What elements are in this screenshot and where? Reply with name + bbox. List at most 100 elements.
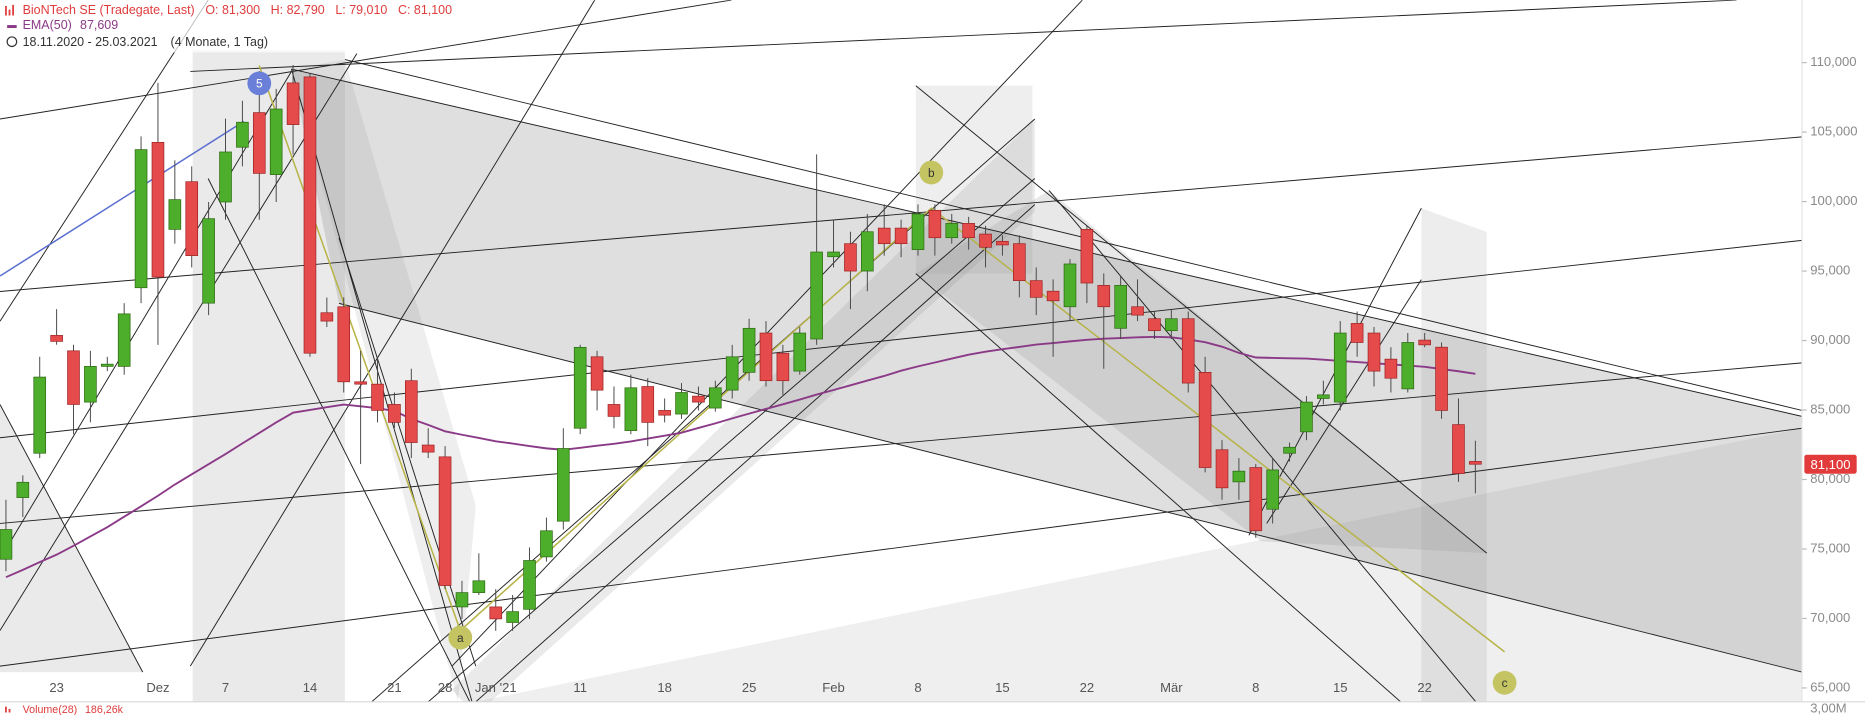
candle-body xyxy=(472,580,486,593)
trend-line xyxy=(189,0,596,667)
candle-body xyxy=(1215,449,1229,489)
ohlc-label: H: 82,790 xyxy=(271,3,325,17)
candle-body xyxy=(1384,358,1398,379)
shaded-channel xyxy=(291,59,476,702)
candle-body xyxy=(776,352,790,382)
trend-line xyxy=(344,59,1802,411)
y-tick-label: 80,000 xyxy=(1810,471,1850,486)
trend-line xyxy=(0,53,358,631)
candle-body xyxy=(742,327,756,373)
chart-icon xyxy=(5,4,14,16)
candle-body xyxy=(151,142,165,278)
candle-body xyxy=(1029,280,1043,298)
shaded-channel xyxy=(915,190,1487,554)
candle-body xyxy=(1131,306,1144,316)
trend-line xyxy=(915,273,1402,702)
x-tick-label: 28 xyxy=(438,680,453,695)
trend-lines xyxy=(0,0,1802,702)
x-tick-label: 7 xyxy=(222,680,229,695)
candle-body xyxy=(1367,332,1381,372)
candle-body xyxy=(928,209,942,239)
candle-body xyxy=(793,332,807,372)
x-tick-label: 18 xyxy=(657,680,672,695)
y-tick-label: 75,000 xyxy=(1810,540,1850,555)
x-tick-label: 21 xyxy=(387,680,402,695)
candle-body xyxy=(658,410,671,416)
y-tick-label: 85,000 xyxy=(1810,401,1850,416)
x-tick-label: Feb xyxy=(822,680,845,695)
clock-icon xyxy=(6,36,18,48)
candle-body xyxy=(236,121,249,148)
candle-body xyxy=(438,456,452,586)
candle-body xyxy=(252,112,266,174)
x-tick-label: 11 xyxy=(573,680,587,695)
candle-body xyxy=(1418,339,1431,346)
ohlc-label: O: 81,300 xyxy=(205,3,260,17)
period: (4 Monate, 1 Tag) xyxy=(171,35,268,49)
y-tick-label: 105,000 xyxy=(1810,124,1857,139)
header-background xyxy=(0,0,405,53)
trend-line xyxy=(0,0,209,322)
trend-line xyxy=(0,427,1802,667)
candle-body xyxy=(117,313,131,367)
candle-body xyxy=(1181,318,1195,384)
x-tick-label: 15 xyxy=(995,680,1010,695)
y-tick-label: 65,000 xyxy=(1810,679,1850,694)
candle-body xyxy=(1198,372,1212,468)
candle-body xyxy=(67,350,80,405)
last-price-badge xyxy=(1804,454,1857,474)
candle-body xyxy=(1452,424,1465,474)
shaded-triangle xyxy=(0,404,143,673)
legend-line: BioNTech SE (Tradegate, Last) O: 81,300 … xyxy=(23,3,453,17)
trend-line xyxy=(0,0,732,120)
trend-line xyxy=(0,136,1802,292)
ema-line xyxy=(5,335,1476,579)
trend-line xyxy=(915,85,1488,554)
candle-body xyxy=(1283,446,1296,454)
y-tick-label: 100,000 xyxy=(1810,193,1857,208)
wave-marker xyxy=(1492,670,1517,695)
candle-body xyxy=(320,312,334,322)
x-tick-label: Mär xyxy=(1160,680,1183,695)
candle-body xyxy=(489,606,503,620)
candle-body xyxy=(827,251,840,258)
candle-body xyxy=(590,356,604,391)
ohlc-label: C: 81,100 xyxy=(398,3,452,17)
wave-marker xyxy=(919,160,944,185)
candle-body xyxy=(675,392,688,415)
candle-body xyxy=(1165,318,1178,332)
candle-body xyxy=(996,240,1009,246)
volume-legend: Volume(28) 186,26k xyxy=(23,704,124,715)
date-range: 18.11.2020 - 25.03.2021 xyxy=(23,35,158,49)
x-tick-label: 8 xyxy=(914,680,921,695)
shaded-areas xyxy=(0,50,1802,702)
x-tick-label: 22 xyxy=(1417,680,1432,695)
candle-body xyxy=(1333,332,1347,403)
candle-body xyxy=(1097,285,1111,308)
wave-label: 5 xyxy=(256,77,263,91)
candle-body xyxy=(455,592,469,608)
ohlc-label: L: 79,010 xyxy=(335,3,387,17)
wave-marker xyxy=(247,71,272,96)
candle-body xyxy=(979,233,992,248)
candle-body xyxy=(692,395,705,403)
trend-line xyxy=(0,239,1802,439)
instrument-title: BioNTech SE (Tradegate, Last) xyxy=(23,3,195,17)
legend-line: 18.11.2020 - 25.03.2021 (4 Monate, 1 Tag… xyxy=(23,35,268,49)
candle-body xyxy=(0,529,13,560)
candle-body xyxy=(1013,243,1026,282)
ema-name: EMA(50) xyxy=(23,19,72,33)
ema-swatch xyxy=(7,25,17,29)
candle-body xyxy=(1046,290,1060,302)
trend-line xyxy=(338,237,477,667)
x-tick-label: 23 xyxy=(49,680,64,695)
wave-labels: 5 a b c xyxy=(247,71,1517,695)
candle-body xyxy=(573,346,587,429)
candle-body xyxy=(404,380,418,443)
candle-body xyxy=(894,227,908,245)
candle-body xyxy=(16,481,30,498)
wave-marker xyxy=(448,625,473,650)
